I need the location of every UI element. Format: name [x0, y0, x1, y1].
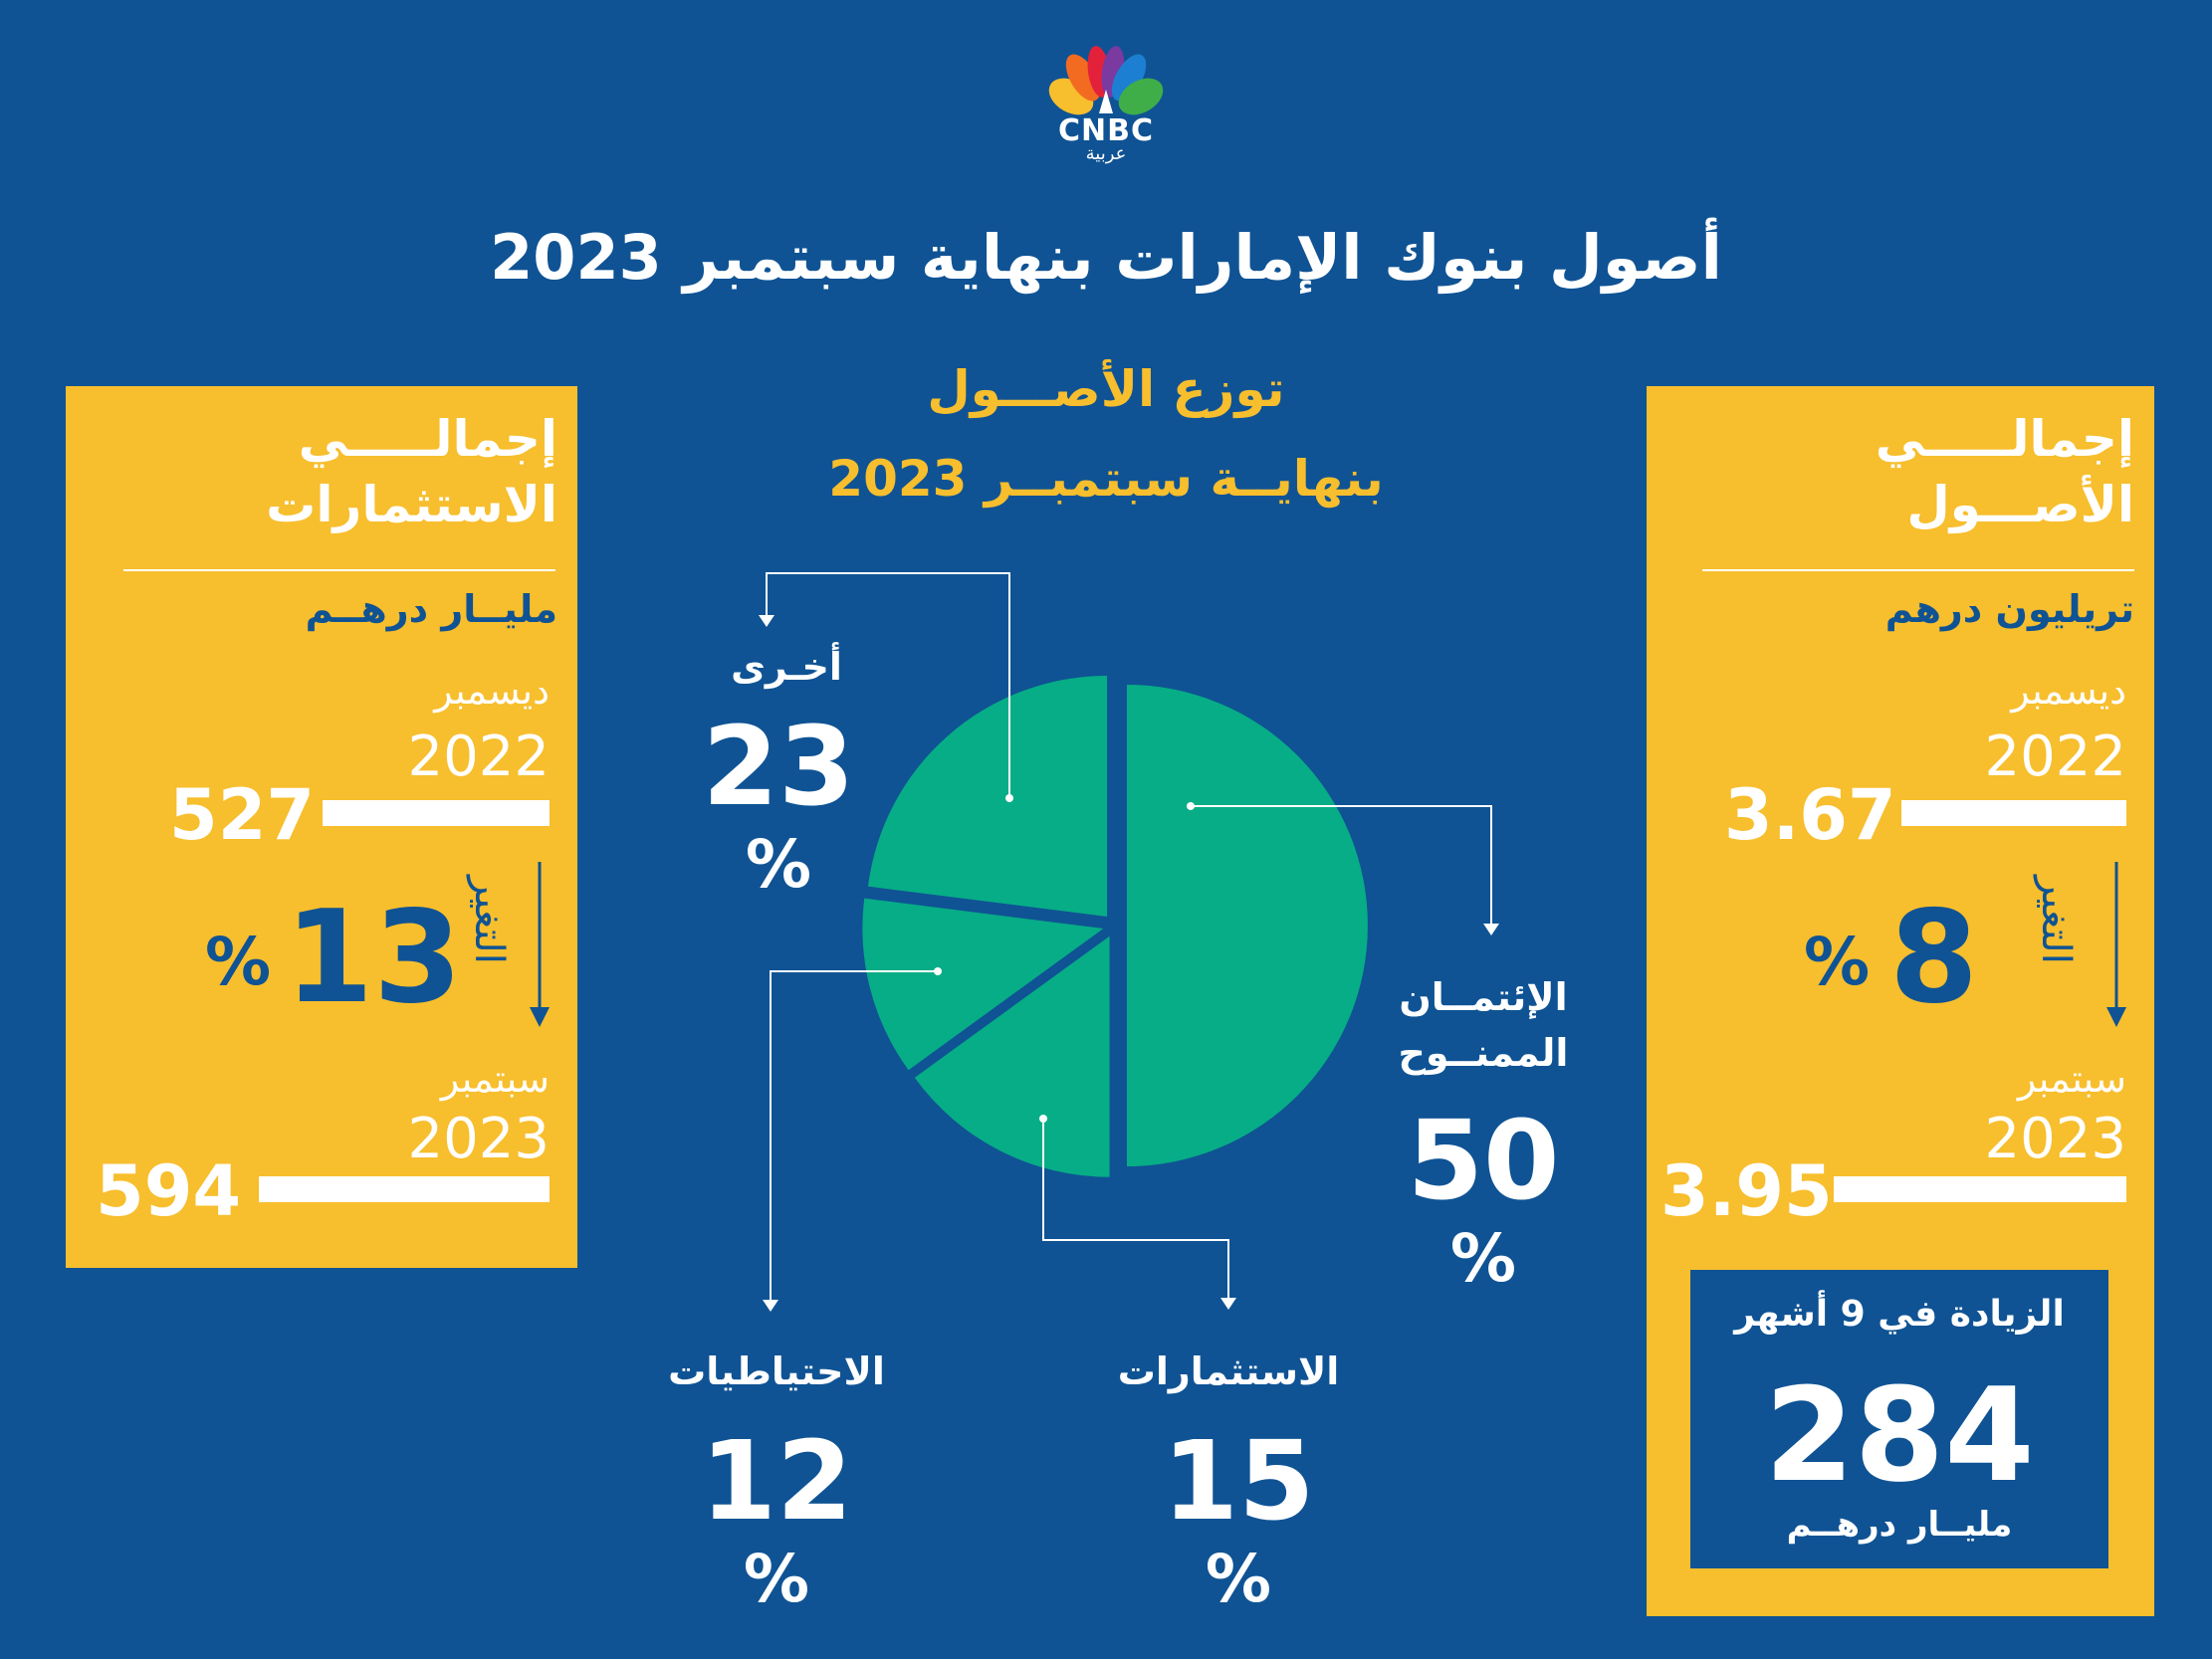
slice-sign-reserves: % [743, 1541, 810, 1617]
increase-unit: مليــار درهــم [1786, 1505, 2013, 1545]
slice-label-other: أخـرى [731, 645, 842, 689]
increase-label: الزيادة في 9 أشهر [1734, 1294, 2065, 1335]
right-change-arrow-icon [2106, 862, 2126, 1027]
right-to-bar [1834, 1176, 2126, 1202]
right-change-sign: % [1804, 924, 1871, 1000]
leader-line-reserves [770, 970, 938, 1302]
leader-dot-investments [1039, 1115, 1047, 1123]
right-heading-line1: إجمالـــــي [1875, 410, 2134, 468]
left-from-value: 527 [169, 774, 316, 856]
leader-arrow-reserves [763, 1300, 778, 1312]
slice-sign-other: % [745, 826, 812, 903]
logo-text: CNBC [1057, 113, 1154, 148]
slice-value-credit: 50 [1407, 1097, 1560, 1224]
slice-sign-credit: % [1449, 1220, 1517, 1297]
left-change-label: التغير [466, 876, 512, 964]
chart-title-line2: بنهايــة سبتمبــر 2023 [828, 450, 1384, 508]
right-to-value: 3.95 [1660, 1150, 1833, 1232]
right-from-value: 3.67 [1724, 774, 1896, 856]
left-change-sign: % [205, 924, 272, 1000]
left-to-month: سبتمبر [440, 1057, 550, 1101]
right-heading-line2: الأصـــول [1906, 476, 2134, 533]
left-panel [66, 386, 577, 1268]
increase-box [1690, 1270, 2108, 1568]
left-heading-line1: إجمالـــــي [298, 410, 557, 468]
left-change-value: 13 [285, 884, 463, 1032]
right-change-label: التغير [2033, 876, 2079, 964]
slice-value-other: 23 [702, 703, 855, 830]
right-from-bar [1901, 800, 2126, 826]
slice-label-reserves: الاحتياطيات [668, 1349, 885, 1393]
pie-slice-other [867, 675, 1108, 917]
leader-arrow-investments [1220, 1298, 1236, 1310]
leader-dot-reserves [934, 967, 942, 975]
right-divider [1702, 569, 2134, 571]
left-to-bar [259, 1176, 550, 1202]
slice-value-reserves: 12 [700, 1417, 853, 1545]
leader-dot-other [1005, 794, 1013, 802]
right-from-year: 2022 [1984, 725, 2126, 789]
right-unit: تريليون درهم [1884, 587, 2134, 631]
pie-slice-investments [914, 935, 1110, 1177]
leader-dot-credit [1187, 802, 1195, 810]
slice-value-investments: 15 [1162, 1417, 1315, 1545]
leader-line-other [766, 572, 1010, 798]
right-change-value: 8 [1889, 884, 1979, 1032]
left-unit: مليــار درهــم [305, 587, 557, 631]
pie-slice-reserves [862, 898, 1104, 1071]
left-heading-line2: الاستثمارات [266, 476, 557, 533]
leader-arrow-other [759, 615, 774, 627]
slice-sign-investments: % [1205, 1541, 1272, 1617]
left-from-bar [323, 800, 550, 826]
slice-label-credit: الإئتمــان الممنــوح [1398, 975, 1569, 1075]
chart-title-line1: توزع الأصـــول [927, 360, 1285, 418]
left-change-arrow-icon [530, 862, 550, 1027]
right-from-month: ديسمبر [2011, 669, 2126, 713]
right-to-month: سبتمبر [2017, 1057, 2126, 1101]
left-to-year: 2023 [407, 1107, 550, 1171]
cnbc-logo: CNBC عربية [1041, 42, 1171, 166]
left-to-value: 594 [96, 1150, 242, 1232]
increase-value: 284 [1764, 1359, 2035, 1511]
right-to-year: 2023 [1984, 1107, 2126, 1171]
leader-arrow-credit [1483, 924, 1499, 935]
left-divider [123, 569, 555, 571]
logo-subtext: عربية [1085, 143, 1127, 164]
peacock-icon [1048, 46, 1164, 115]
left-from-month: ديسمبر [434, 669, 550, 713]
leader-line-investments [1042, 1119, 1229, 1300]
slice-label-investments: الاستثمارات [1117, 1349, 1340, 1393]
leader-line-credit [1191, 805, 1492, 926]
left-from-year: 2022 [407, 725, 550, 789]
page-title: أصول بنوك الإمارات بنهاية سبتمبر 2023 [490, 221, 1722, 294]
